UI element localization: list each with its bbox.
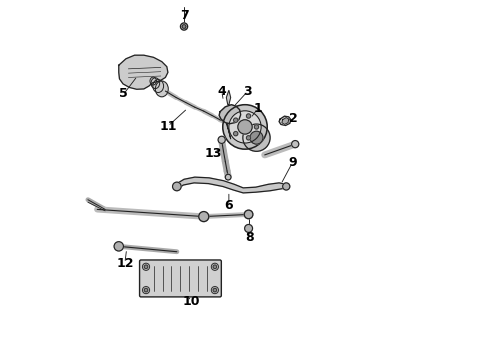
Circle shape <box>218 136 225 143</box>
Circle shape <box>213 288 217 292</box>
Ellipse shape <box>155 81 168 97</box>
Circle shape <box>245 225 252 232</box>
Circle shape <box>225 174 231 180</box>
Text: 9: 9 <box>288 156 296 169</box>
Text: 1: 1 <box>253 103 262 116</box>
Circle shape <box>143 263 149 270</box>
Text: 2: 2 <box>289 112 298 125</box>
Circle shape <box>180 23 188 30</box>
Polygon shape <box>282 118 289 125</box>
Text: 3: 3 <box>244 85 252 98</box>
Text: 12: 12 <box>116 257 134 270</box>
Circle shape <box>243 124 270 151</box>
Circle shape <box>114 242 123 251</box>
Circle shape <box>144 288 148 292</box>
Text: 10: 10 <box>182 295 200 308</box>
Ellipse shape <box>151 78 160 89</box>
Circle shape <box>223 105 267 149</box>
Circle shape <box>172 182 181 191</box>
Circle shape <box>250 131 263 144</box>
Circle shape <box>234 131 238 136</box>
Circle shape <box>245 210 253 219</box>
Circle shape <box>143 287 149 294</box>
Ellipse shape <box>150 77 156 85</box>
Text: 13: 13 <box>205 147 222 159</box>
Polygon shape <box>226 124 231 139</box>
Circle shape <box>229 111 261 143</box>
Circle shape <box>234 118 238 122</box>
Text: 11: 11 <box>159 120 177 133</box>
Text: 7: 7 <box>180 9 189 22</box>
Circle shape <box>182 25 186 28</box>
Circle shape <box>213 265 217 269</box>
Polygon shape <box>279 116 291 126</box>
Circle shape <box>211 287 219 294</box>
FancyBboxPatch shape <box>140 260 221 297</box>
Circle shape <box>211 263 219 270</box>
Text: 4: 4 <box>218 85 226 98</box>
Circle shape <box>283 183 290 190</box>
Ellipse shape <box>153 80 164 93</box>
Polygon shape <box>172 177 286 193</box>
Circle shape <box>144 265 148 269</box>
Circle shape <box>246 114 251 118</box>
Polygon shape <box>119 55 168 89</box>
Text: 8: 8 <box>245 231 254 244</box>
Text: 5: 5 <box>120 87 128 100</box>
Text: 6: 6 <box>224 199 233 212</box>
Circle shape <box>254 125 259 129</box>
Circle shape <box>199 212 209 222</box>
Polygon shape <box>219 105 241 124</box>
Circle shape <box>292 140 299 148</box>
Polygon shape <box>226 90 231 105</box>
Circle shape <box>238 120 252 134</box>
Circle shape <box>246 136 251 140</box>
